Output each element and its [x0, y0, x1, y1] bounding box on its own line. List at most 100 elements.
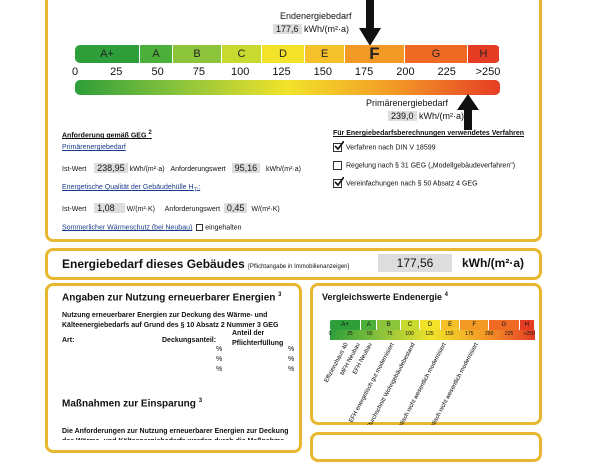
label: Anforderungswert — [170, 166, 226, 173]
mini-class: E — [440, 320, 461, 330]
tick-label: 25 — [110, 66, 123, 78]
summer-row: Sommerlicher Wärmeschutz (bei Neubau) ei… — [62, 224, 241, 231]
tick-label: 0 — [71, 66, 79, 78]
renewables-title: Angaben zur Nutzung erneuerbarer Energie… — [62, 292, 282, 303]
primary-value: 239,0 — [388, 111, 417, 121]
text: Vergleichswerte Endenergie — [322, 292, 443, 302]
text: Maßnahmen zur Einsparung — [62, 398, 196, 410]
tick-label: 150 — [313, 66, 332, 78]
renewables-text: Nutzung erneuerbarer Energien zur Deckun… — [62, 312, 279, 329]
mini-class-bar: A+ A B C D E F G H — [330, 320, 535, 330]
mini-tick: 100 — [405, 331, 414, 337]
tick-label: 75 — [192, 66, 206, 78]
percent: % — [216, 366, 223, 373]
col-art: Art: — [62, 337, 75, 344]
checkbox — [333, 141, 344, 152]
mini-tick: 200 — [485, 331, 494, 337]
tick-label: 50 — [151, 66, 164, 78]
option-label: Regelung nach § 31 GEG („Modellgebäudeve… — [346, 162, 516, 170]
comparison-title: Vergleichswerte Endenergie 4 — [322, 292, 448, 302]
mini-tick: 0 — [328, 331, 332, 337]
percent: % — [288, 366, 295, 373]
class-cell: C — [222, 45, 262, 63]
method-option: Vereinfachungen nach § 50 Absatz 4 GEG — [333, 177, 478, 188]
tick-label: 100 — [231, 66, 250, 78]
option-label: Vereinfachungen nach § 50 Absatz 4 GEG — [346, 180, 478, 188]
mini-tick: 175 — [465, 331, 474, 337]
end-value-row: 177,6 kWh/(m²·a) — [273, 24, 349, 34]
sup: 3 — [198, 398, 203, 404]
percent: % — [216, 346, 223, 353]
primary-arrow — [457, 94, 479, 130]
method-option: Regelung nach § 31 GEG („Modellgebäudeve… — [333, 161, 515, 170]
next-box — [310, 432, 542, 462]
checkbox — [333, 161, 342, 170]
summer: Sommerlicher Wärmeschutz (bei Neubau) — [62, 224, 193, 232]
label: Ist-Wert — [62, 206, 87, 213]
label: Anforderungswert — [164, 206, 221, 213]
req-title-text: Anforderung gemäß GEG — [62, 132, 147, 140]
class-cell: B — [173, 45, 222, 63]
class-bar: A+ A B C D E F G H — [75, 45, 500, 63]
class-cell: A+ — [75, 45, 140, 63]
mini-tick: 25 — [347, 331, 353, 337]
text: Energetische Qualität der Gebäudehülle H — [62, 184, 194, 191]
mini-tick: 75 — [386, 331, 393, 337]
end: : — [198, 184, 201, 191]
class-cell: E — [305, 45, 345, 63]
class-cell: F — [345, 45, 405, 63]
end-unit: kWh/(m²·a) — [304, 24, 350, 34]
percent: % — [288, 356, 295, 363]
demand-row: Energiebedarf dieses Gebäudes [Pflichtan… — [62, 257, 349, 271]
col-share: Deckungsanteil: — [162, 337, 217, 344]
mini-class: G — [489, 320, 520, 330]
summer-option: eingehalten — [205, 224, 242, 232]
sup: 3 — [278, 292, 282, 298]
demand-title: Energiebedarf dieses Gebäudes — [62, 257, 245, 271]
demand-value: 177,56 — [378, 254, 452, 272]
unit: kWh/(m²·a) — [129, 166, 165, 173]
savings-title: Maßnahmen zur Einsparung 3 — [62, 398, 202, 409]
checkbox — [333, 177, 344, 188]
mini-class: D — [420, 320, 441, 330]
envelope-heading: Energetische Qualität der Gebäudehülle H… — [62, 184, 200, 193]
end-arrow — [359, 0, 381, 46]
sub: T' — [193, 187, 199, 194]
primary-label: Primärenergiebedarf — [366, 98, 449, 108]
end-value: 177,6 — [273, 24, 302, 34]
primary-unit: kWh/(m²·a) — [419, 111, 465, 121]
req-title-sup: 2 — [148, 130, 152, 136]
tick-label: 175 — [354, 66, 374, 78]
mini-tick: >250 — [523, 331, 535, 337]
unit: W/(m²·K) — [126, 206, 156, 213]
checkmark — [334, 177, 344, 187]
demand-unit: kWh/(m²·a) — [462, 256, 524, 270]
mini-class: B — [377, 320, 401, 330]
end-label: Endenergiebedarf — [280, 11, 352, 21]
mini-tick: 150 — [445, 331, 454, 337]
percent: % — [288, 346, 295, 353]
checkbox — [196, 224, 204, 231]
mini-tick: 125 — [425, 331, 434, 337]
mini-class: F — [460, 320, 490, 330]
demand-note: [Pflichtangabe in Immobilienanzeigen] — [248, 264, 350, 270]
mini-tick: 50 — [367, 331, 373, 337]
req-title: Anforderung gemäß GEG 2 — [62, 130, 152, 139]
class-cell: G — [405, 45, 468, 63]
value: 238,95 — [94, 163, 128, 173]
class-cell: A — [140, 45, 173, 63]
primary-row: Ist-Wert 238,95 kWh/(m²·a) Anforderungsw… — [62, 163, 301, 173]
mini-tick: 225 — [504, 331, 514, 337]
percent: % — [216, 356, 223, 363]
mini-class: C — [400, 320, 421, 330]
scale-box — [45, 0, 542, 242]
sup: 4 — [444, 292, 448, 298]
envelope-row: Ist-Wert 1,08 W/(m²·K) Anforderungswert … — [62, 203, 280, 213]
tick-row: 0 25 50 75 100 125 150 175 200 225 >250 — [0, 66, 590, 80]
tick-label: 200 — [396, 66, 415, 78]
savings-text: Die Anforderungen zur Nutzung erneuerbar… — [62, 428, 289, 440]
value: 0,45 — [223, 203, 248, 213]
mini-gradient — [330, 330, 535, 340]
primary-value-row: 239,0 kWh/(m²·a) — [388, 111, 464, 121]
